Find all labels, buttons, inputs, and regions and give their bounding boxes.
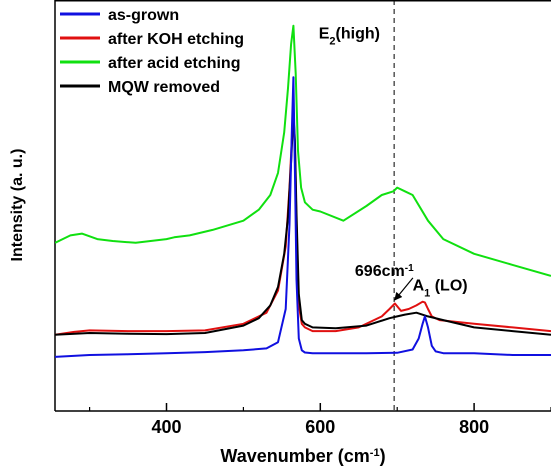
x-tick-label-600: 600	[305, 417, 335, 437]
series-line-after-acid-etching	[55, 24, 551, 277]
x-ticks: 400 600 800	[89, 403, 551, 437]
annotation-2: A1 (LO)	[413, 278, 468, 300]
legend-label-0: as-grown	[108, 7, 179, 24]
series-line-as-grown	[55, 76, 551, 358]
annotation-0: E2(high)	[319, 26, 380, 48]
annotation-1-sup: -1	[405, 262, 414, 273]
x-axis-label: Wavenumber (cm-1)	[220, 446, 385, 466]
legend-label-1: after KOH etching	[108, 31, 244, 48]
annotation-2-sub: 1	[424, 288, 430, 300]
annotation-1-base: 696cm	[355, 263, 405, 280]
x-axis-unit-close: )	[380, 446, 386, 466]
annotation-1: 696cm-1	[355, 262, 414, 280]
x-axis-unit-open: (	[338, 446, 344, 466]
y-axis-label: Intensity (a. u.)	[9, 149, 26, 262]
series-lines	[55, 24, 551, 358]
legend: as-grown after KOH etching after acid etch…	[60, 7, 244, 96]
legend-label-2: after acid etching	[108, 55, 240, 72]
annotations: E2(high)696cm-1A1 (LO)	[319, 26, 468, 301]
x-tick-label-800: 800	[459, 417, 489, 437]
x-axis-unit-base: cm	[344, 446, 370, 466]
annotation-0-suffix: (high)	[336, 26, 380, 43]
annotation-arrow-1	[394, 277, 414, 301]
series-line-mqw-removed	[55, 113, 551, 336]
annotation-2-base: A	[413, 278, 425, 295]
annotation-0-sub: 2	[329, 36, 335, 48]
legend-label-3: MQW removed	[108, 79, 220, 96]
x-tick-label-400: 400	[151, 417, 181, 437]
annotation-0-base: E	[319, 26, 330, 43]
x-axis-unit-exp: -1	[370, 447, 380, 459]
series-line-after-koh-etching	[55, 124, 551, 336]
annotation-2-suffix: (LO)	[430, 278, 467, 295]
x-axis-label-text: Wavenumber	[220, 446, 332, 466]
